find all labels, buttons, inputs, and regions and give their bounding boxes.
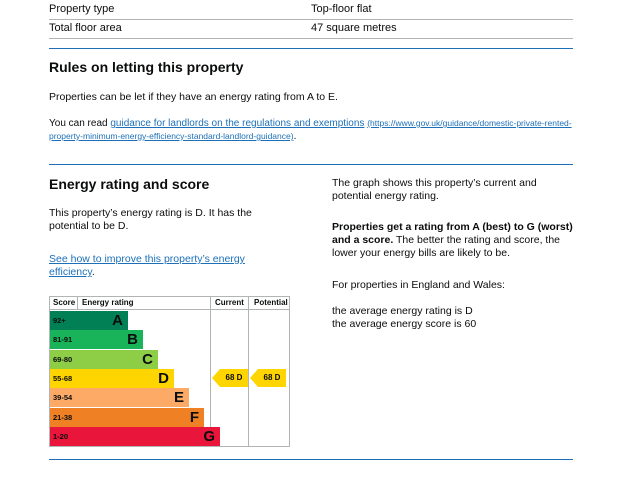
row-divider <box>49 38 573 39</box>
floor-area-label: Total floor area <box>49 22 122 34</box>
band-score-a: 92+ <box>50 311 77 330</box>
chart-header-current: Current <box>215 298 244 307</box>
letting-guidance: You can read guidance for landlords on t… <box>49 117 573 143</box>
section-divider <box>49 459 573 460</box>
guidance-suffix: . <box>293 131 297 142</box>
current-marker-arrow <box>212 368 220 387</box>
band-bar-a: A <box>77 311 128 330</box>
band-score-g: 1-20 <box>50 426 77 446</box>
band-bar-g: G <box>77 426 220 446</box>
band-score-e: 39-54 <box>50 388 77 408</box>
potential-marker-arrow <box>250 368 258 387</box>
region-text: For properties in England and Wales: <box>332 279 505 291</box>
band-bar-b: B <box>77 330 143 350</box>
potential-rating-label: 68 D <box>258 368 286 387</box>
average-score: the average energy score is 60 <box>332 318 477 330</box>
improve-paragraph: See how to improve this property’s energ… <box>49 253 279 279</box>
chart-header-rating: Energy rating <box>82 298 134 307</box>
chart-header-divider <box>50 309 289 310</box>
band-bar-d: D <box>77 368 174 388</box>
section-divider <box>49 164 573 165</box>
row-divider <box>49 19 573 20</box>
rating-explanation: Properties get a rating from A (best) to… <box>332 221 574 260</box>
energy-rating-chart: Score Energy rating Current Potential 92… <box>49 296 290 447</box>
average-rating: the average energy rating is D <box>332 305 473 317</box>
letting-intro: Properties can be let if they have an en… <box>49 91 338 103</box>
band-score-f: 21-38 <box>50 407 77 427</box>
chart-col-divider <box>248 297 249 446</box>
chart-col-divider <box>210 297 211 446</box>
floor-area-row: Total floor area 47 square metres <box>49 19 573 38</box>
chart-header-potential: Potential <box>254 298 288 307</box>
band-bar-e: E <box>77 388 189 408</box>
rating-explanation-bold: Properties get a rating from A (best) to… <box>332 221 573 246</box>
current-rating-label: 68 D <box>220 368 248 387</box>
band-score-c: 69-80 <box>50 349 77 369</box>
property-type-row: Property type Top-floor flat <box>49 0 573 19</box>
guidance-prefix: You can read <box>49 118 111 129</box>
chart-col-divider <box>77 297 78 309</box>
guidance-link[interactable]: guidance for landlords on the regulation… <box>110 118 365 129</box>
energy-summary: This property’s energy rating is D. It h… <box>49 207 252 232</box>
property-type-value: Top-floor flat <box>311 3 372 15</box>
property-type-label: Property type <box>49 3 115 15</box>
letting-heading: Rules on letting this property <box>49 59 244 75</box>
guidance-url-link[interactable]: (https://www.gov.uk/guidance/domestic-pr… <box>49 118 572 141</box>
section-divider <box>49 48 573 49</box>
band-bar-f: F <box>77 407 204 427</box>
band-score-b: 81-91 <box>50 330 77 350</box>
rating-explanation-rest: The better the rating and score, the low… <box>332 234 561 259</box>
band-bar-c: C <box>77 349 158 369</box>
band-score-d: 55-68 <box>50 368 77 388</box>
floor-area-value: 47 square metres <box>311 22 397 34</box>
improve-suffix: . <box>91 266 95 278</box>
improve-link[interactable]: See how to improve this property’s energ… <box>49 253 245 278</box>
energy-heading: Energy rating and score <box>49 176 210 192</box>
chart-header-score: Score <box>53 298 76 307</box>
graph-explanation: The graph shows this property’s current … <box>332 177 537 202</box>
